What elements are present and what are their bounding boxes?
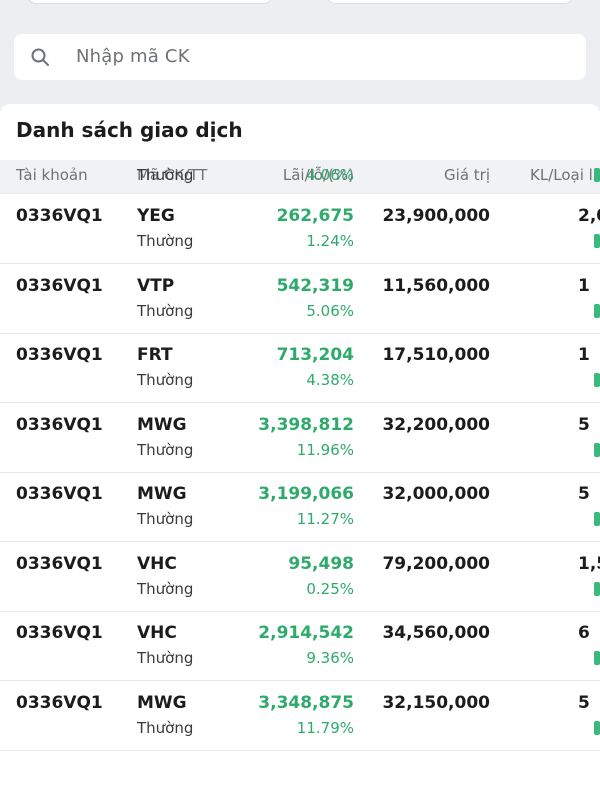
column-header-value: Giá trị — [444, 166, 490, 184]
row-action-marker[interactable] — [594, 442, 600, 457]
profit-loss-percent: 11.79% — [296, 718, 354, 737]
row-action-marker[interactable] — [594, 234, 600, 248]
trade-value: 32,150,000 — [382, 692, 490, 713]
quantity: 6 — [578, 623, 590, 643]
profit-loss-amount: 713,204 — [276, 345, 354, 365]
trade-value: 32,200,000 — [382, 414, 490, 435]
order-type: Thường — [137, 166, 194, 184]
stock-code: VHC — [137, 623, 177, 643]
column-header-quantity: KL/Loại l — [530, 166, 593, 184]
profit-loss-percent: 0.25% — [306, 579, 354, 598]
column-header-account: Tài khoản — [16, 166, 88, 184]
search-input[interactable]: Nhập mã CK — [14, 34, 586, 80]
filter-select-left[interactable] — [28, 0, 272, 4]
quantity: 1 — [578, 275, 590, 296]
table-row[interactable]: 0336VQ1 VTP Thường 542,319 5.06% 11,560,000 1 — [0, 264, 600, 334]
account-number: 0336VQ1 — [16, 206, 103, 226]
table-row[interactable]: 0336VQ1 MWG Thường 3,348,875 11.79% 32,150,00… — [0, 681, 600, 751]
account-number: 0336VQ1 — [16, 623, 103, 643]
table-row[interactable]: 0336VQ1 VHC Thường 2,914,542 9.36% 34,560,000… — [0, 611, 600, 681]
quantity: 2,0 — [578, 206, 600, 226]
transaction-list-card: Danh sách giao dịch Tài khoản Mã CK/TT L… — [0, 104, 600, 800]
order-type: Thường — [137, 510, 194, 528]
stock-code: FRT — [137, 345, 173, 365]
quantity: 1,5 — [578, 553, 600, 574]
account-number: 0336VQ1 — [16, 345, 103, 365]
profit-loss-amount: 95,498 — [288, 553, 354, 574]
trade-value: 11,560,000 — [382, 275, 490, 296]
profit-loss-percent: 9.36% — [306, 649, 354, 667]
column-header-code: Mã CK/TT — [137, 166, 208, 184]
stock-code: MWG — [137, 692, 187, 713]
account-number: 0336VQ1 — [16, 414, 103, 435]
stock-code: MWG — [137, 414, 187, 435]
stock-code: MWG — [137, 484, 187, 504]
profit-loss-amount: 542,319 — [276, 275, 354, 296]
table-row[interactable]: 0336VQ1 YEG Thường 262,675 1.24% 23,900,000 2,… — [0, 194, 600, 264]
profit-loss-percent: 4.06% — [306, 166, 354, 184]
profit-loss-percent: 1.24% — [306, 232, 354, 250]
search-icon — [31, 48, 49, 66]
table-row-partial[interactable]: Thường 4.06% — [0, 162, 600, 194]
search-placeholder: Nhập mã CK — [76, 46, 190, 67]
list-title: Danh sách giao dịch — [16, 118, 243, 142]
quantity: 5 — [578, 484, 590, 504]
account-number: 0336VQ1 — [16, 553, 103, 574]
order-type: Thường — [137, 440, 194, 459]
row-action-marker[interactable] — [594, 512, 600, 526]
trade-value: 17,510,000 — [382, 345, 490, 365]
table-row[interactable]: 0336VQ1 MWG Thường 3,199,066 11.27% 32,000,00… — [0, 472, 600, 542]
stock-code: YEG — [137, 206, 175, 226]
profit-loss-percent: 4.38% — [306, 371, 354, 389]
order-type: Thường — [137, 718, 194, 737]
row-action-marker[interactable] — [594, 581, 600, 596]
quantity: 5 — [578, 692, 590, 713]
stock-code: VTP — [137, 275, 175, 296]
row-action-marker[interactable] — [594, 651, 600, 665]
order-type: Thường — [137, 579, 194, 598]
column-header-profit-loss: Lãi/lỗ/(%) — [282, 166, 354, 184]
row-action-marker[interactable] — [594, 373, 600, 387]
table-row[interactable]: 0336VQ1 VHC Thường 95,498 0.25% 79,200,000 1,5 — [0, 542, 600, 612]
trade-value: 79,200,000 — [382, 553, 490, 574]
profit-loss-amount: 262,675 — [276, 206, 354, 226]
order-type: Thường — [137, 232, 194, 250]
stock-code: VHC — [137, 553, 177, 574]
row-action-marker[interactable] — [594, 168, 600, 182]
trade-value: 32,000,000 — [382, 484, 490, 504]
table-row[interactable]: 0336VQ1 MWG Thường 3,398,812 11.96% 32,200,00… — [0, 403, 600, 473]
account-number: 0336VQ1 — [16, 275, 103, 296]
order-type: Thường — [137, 301, 194, 320]
profit-loss-amount: 3,348,875 — [258, 692, 354, 713]
profit-loss-amount: 3,398,812 — [258, 414, 354, 435]
table-header: Tài khoản Mã CK/TT Lãi/lỗ/(%) Giá trị KL… — [0, 160, 600, 194]
trade-value: 23,900,000 — [382, 206, 490, 226]
row-action-marker[interactable] — [594, 303, 600, 318]
quantity: 5 — [578, 414, 590, 435]
profit-loss-percent: 5.06% — [306, 301, 354, 320]
profit-loss-percent: 11.27% — [296, 510, 354, 528]
account-number: 0336VQ1 — [16, 484, 103, 504]
account-number: 0336VQ1 — [16, 692, 103, 713]
profit-loss-amount: 2,914,542 — [258, 623, 354, 643]
profit-loss-amount: 3,199,066 — [258, 484, 354, 504]
profit-loss-percent: 11.96% — [296, 440, 354, 459]
quantity: 1 — [578, 345, 590, 365]
table-row[interactable]: 0336VQ1 FRT Thường 713,204 4.38% 17,510,000 1 — [0, 333, 600, 403]
filter-select-right[interactable] — [327, 0, 573, 4]
trade-value: 34,560,000 — [382, 623, 490, 643]
order-type: Thường — [137, 371, 194, 389]
order-type: Thường — [137, 649, 194, 667]
row-action-marker[interactable] — [594, 720, 600, 735]
